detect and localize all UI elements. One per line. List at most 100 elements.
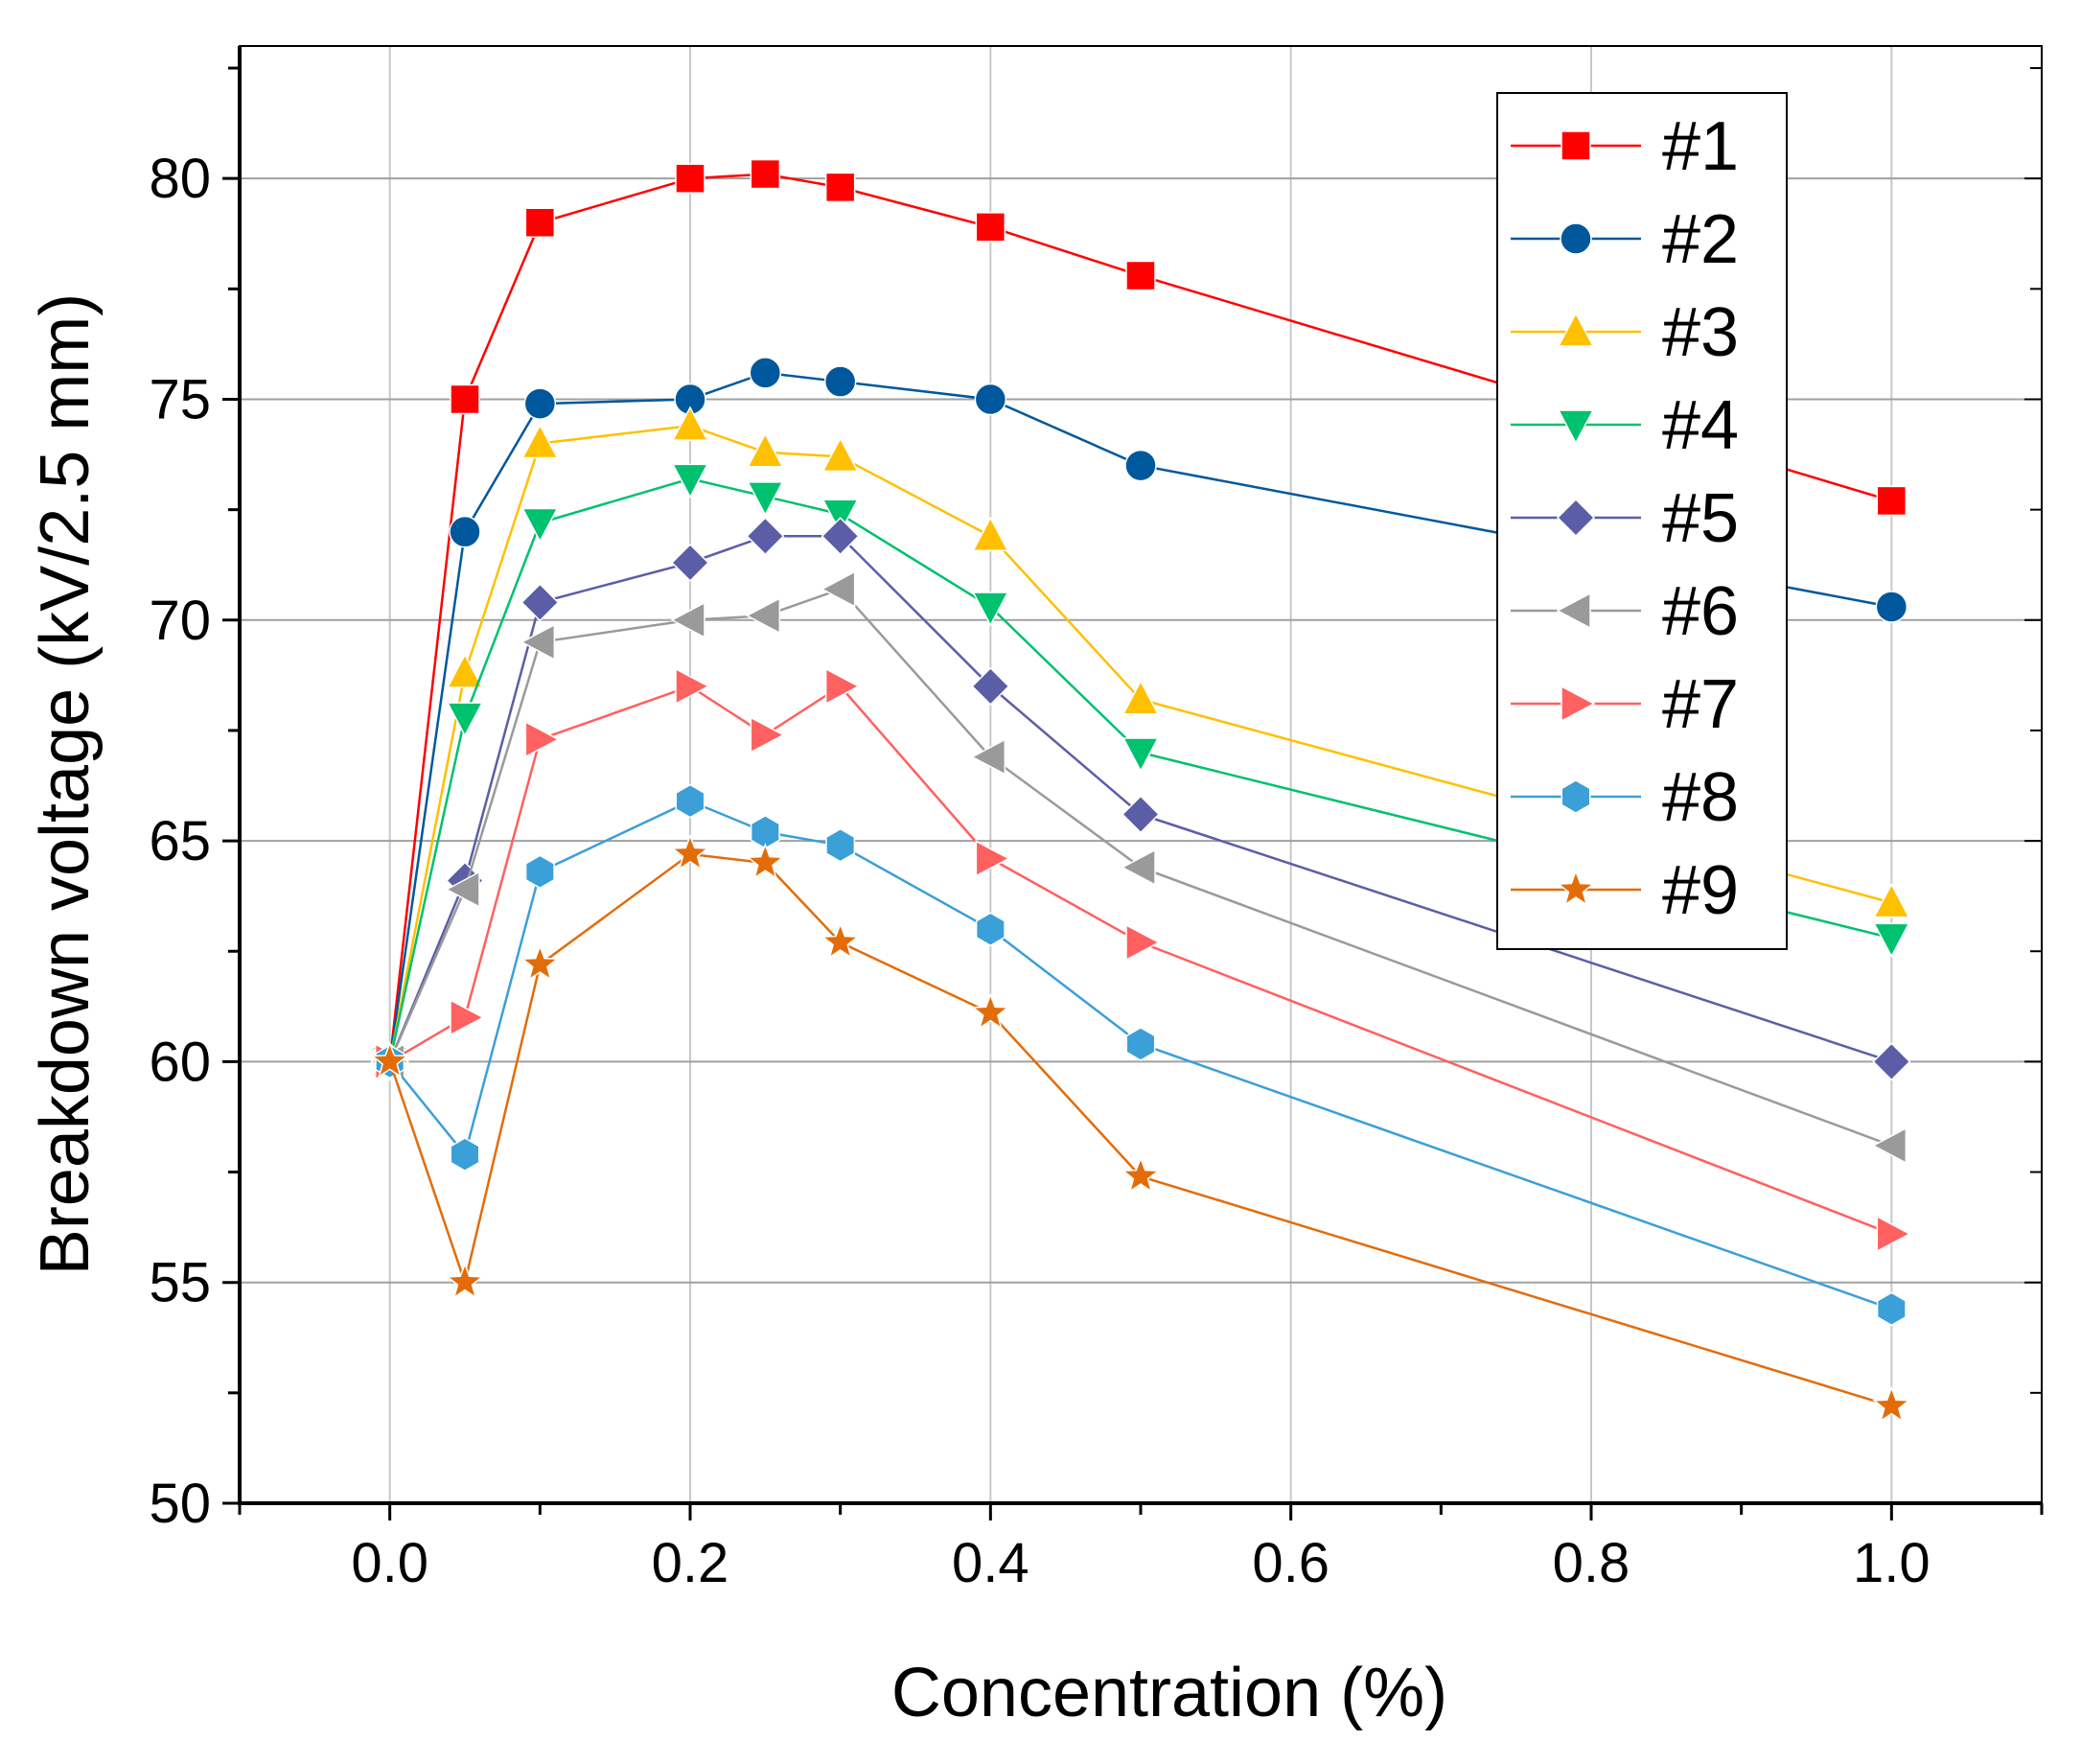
data-point (450, 999, 485, 1036)
data-point (970, 738, 1006, 776)
data-point (824, 172, 856, 203)
data-point (747, 481, 784, 517)
data-point (1871, 1126, 1908, 1165)
legend-marker (1560, 222, 1592, 255)
data-point (974, 383, 1007, 416)
data-point (524, 854, 555, 890)
legend-marker (1561, 130, 1591, 161)
data-point (670, 601, 705, 639)
y-tick-label: 50 (149, 1473, 211, 1535)
legend-item: #1 (1511, 108, 1739, 185)
data-point (821, 570, 856, 608)
data-point (975, 912, 1006, 947)
legend-marker (1561, 685, 1596, 723)
data-point (521, 423, 559, 459)
data-point (675, 783, 705, 819)
y-tick-label: 80 (149, 148, 211, 210)
x-tick-label: 0.0 (351, 1532, 428, 1594)
data-point (670, 543, 710, 582)
data-point (521, 507, 559, 544)
y-axis-title: Breakdown voltage (kV/2.5 mm) (27, 293, 104, 1275)
y-tick-label: 75 (149, 368, 211, 430)
data-point (823, 365, 857, 398)
legend-box (1496, 92, 1788, 950)
data-point (747, 432, 784, 468)
data-point (1121, 848, 1156, 886)
series-9 (370, 833, 1911, 1423)
legend-marker (1561, 779, 1591, 814)
data-point (1876, 1215, 1911, 1253)
data-point (370, 1041, 409, 1079)
legend-label: #7 (1662, 666, 1739, 743)
data-point (524, 720, 560, 758)
legend-marker (1556, 592, 1591, 630)
series-7 (374, 667, 1911, 1253)
legend-item: #5 (1511, 480, 1739, 557)
series-4 (371, 463, 1910, 1081)
data-point (1876, 1291, 1907, 1327)
data-point (975, 840, 1010, 877)
legend-label: #1 (1662, 108, 1739, 185)
data-point (824, 667, 861, 706)
data-point (446, 702, 484, 737)
data-point (675, 667, 710, 706)
y-tick-label: 55 (149, 1252, 211, 1314)
x-tick-label: 0.2 (652, 1532, 729, 1594)
data-point (825, 827, 856, 863)
tick-labels: 0.0 0.2 0.4 0.6 0.8 1.0 50 55 60 65 70 75 80 (149, 148, 1930, 1594)
x-axis-title: Concentration (%) (891, 1655, 1447, 1731)
data-point (1124, 449, 1157, 482)
x-tick-label: 0.4 (952, 1532, 1029, 1594)
data-point (746, 842, 785, 880)
data-point (446, 653, 484, 688)
data-point (450, 383, 480, 415)
data-point (445, 1262, 485, 1299)
y-tick-label: 60 (149, 1031, 211, 1093)
data-point (749, 357, 782, 389)
data-point (671, 463, 709, 499)
series-1 (374, 158, 1908, 1078)
axis-ticks (222, 46, 2044, 1520)
legend-item: #4 (1511, 387, 1739, 464)
legend-label: #3 (1662, 294, 1739, 371)
data-point (821, 517, 860, 556)
data-point (1872, 1042, 1911, 1081)
legend-item: #6 (1511, 573, 1739, 650)
legend-marker (1556, 869, 1596, 907)
y-tick-label: 70 (149, 590, 211, 652)
data-point (520, 583, 560, 622)
data-point (449, 515, 481, 548)
legend-item: #8 (1511, 759, 1739, 836)
legend-label: #8 (1662, 759, 1739, 836)
legend-item: #9 (1511, 852, 1739, 929)
data-point (1875, 591, 1908, 623)
legend-item: #3 (1511, 294, 1739, 371)
legend-item: #2 (1511, 201, 1739, 278)
data-point (1121, 680, 1160, 715)
series-8 (375, 783, 1907, 1327)
data-point (971, 992, 1010, 1030)
series-2 (373, 357, 1908, 1079)
legend-label: #5 (1662, 480, 1739, 557)
legend-marker (1557, 312, 1595, 347)
data-point (1125, 1027, 1156, 1061)
x-tick-label: 0.8 (1553, 1532, 1630, 1594)
data-point (1121, 795, 1161, 834)
series-5 (370, 517, 1911, 1081)
data-point (1872, 1385, 1911, 1423)
data-point (1121, 1156, 1161, 1194)
series-6 (370, 570, 1908, 1165)
x-tick-label: 1.0 (1853, 1532, 1931, 1594)
y-tick-label: 65 (149, 810, 211, 872)
legend: #1 #2 #3 #4 #5 #6 #7 #8 #9 (1496, 92, 1788, 950)
data-point (445, 870, 480, 909)
data-point (523, 387, 557, 420)
data-point (1121, 737, 1160, 773)
data-point (520, 623, 556, 662)
x-tick-label: 0.6 (1252, 1532, 1330, 1594)
data-point (746, 517, 785, 556)
data-point (450, 1137, 480, 1172)
data-point (745, 596, 781, 635)
data-point (675, 163, 705, 194)
legend-marker (1556, 498, 1596, 538)
